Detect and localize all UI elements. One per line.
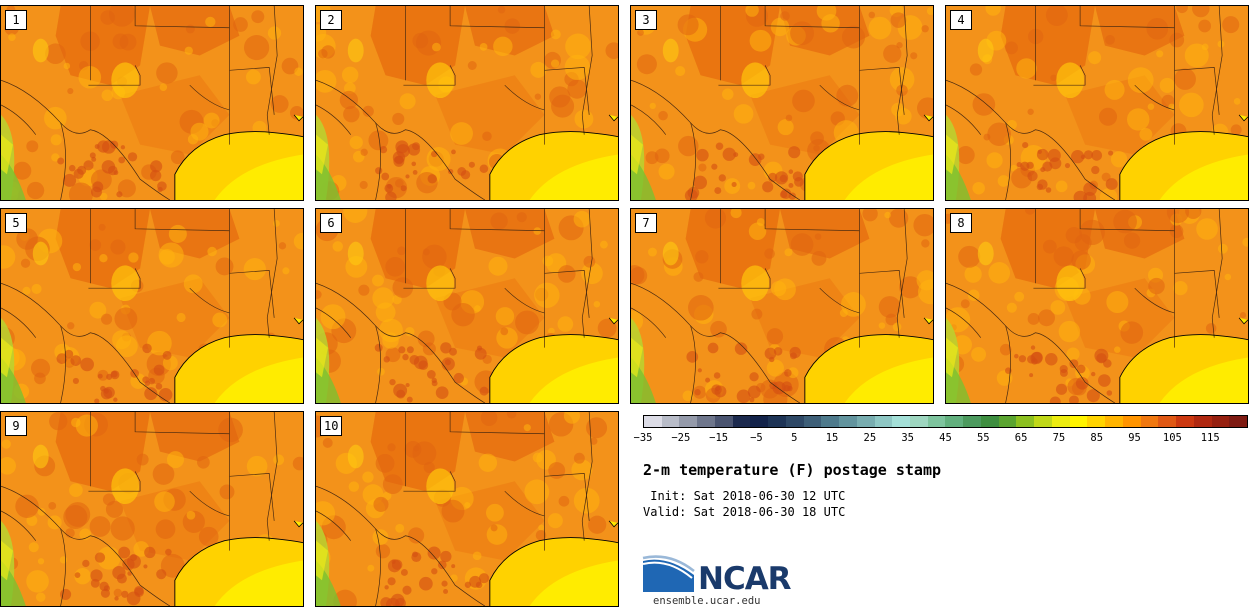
temperature-map (316, 412, 618, 606)
temperature-colorbar (643, 415, 1248, 428)
temperature-map (631, 209, 933, 403)
colorbar-segment (1158, 416, 1177, 427)
colorbar-segment (1122, 416, 1141, 427)
colorbar-segment (1105, 416, 1123, 427)
member-number-label: 3 (635, 10, 657, 30)
colorbar-segment (732, 416, 751, 427)
member-number-label: 5 (5, 213, 27, 233)
colorbar-segment (1034, 416, 1052, 427)
colorbar-segment (679, 416, 698, 427)
colorbar-segment (697, 416, 715, 427)
colorbar-segment (945, 416, 964, 427)
member-number-label: 1 (5, 10, 27, 30)
colorbar-segment (821, 416, 840, 427)
member-number-label: 6 (320, 213, 342, 233)
colorbar-segment (714, 416, 733, 427)
colorbar-segment (644, 416, 662, 427)
temperature-map (316, 6, 618, 200)
colorbar-tick: 45 (939, 432, 952, 444)
member-panel-9[interactable]: 9 (0, 411, 304, 607)
colorbar-segment (1069, 416, 1088, 427)
member-panel-7[interactable]: 7 (630, 208, 934, 404)
colorbar-segment (1176, 416, 1194, 427)
member-number-label: 7 (635, 213, 657, 233)
colorbar-segment (874, 416, 893, 427)
colorbar-tick: 85 (1090, 432, 1104, 444)
colorbar-segment (1193, 416, 1212, 427)
website-link[interactable]: ensemble.ucar.edu (653, 595, 761, 607)
colorbar-segment (1087, 416, 1106, 427)
temperature-map (946, 6, 1248, 200)
colorbar-tick: −25 (671, 432, 691, 444)
temperature-map (1, 209, 303, 403)
colorbar-segment (750, 416, 769, 427)
colorbar-segment (785, 416, 804, 427)
member-number-label: 10 (320, 416, 343, 436)
colorbar-segment (892, 416, 911, 427)
page-title: 2-m temperature (F) postage stamp (643, 461, 942, 479)
temperature-map (316, 209, 618, 403)
colorbar-segment (1140, 416, 1159, 427)
colorbar-tick: 105 (1162, 432, 1182, 444)
colorbar-segment (839, 416, 857, 427)
colorbar-tick: 75 (1052, 432, 1066, 444)
colorbar-segment (1211, 416, 1230, 427)
member-number-label: 9 (5, 416, 27, 436)
colorbar-tick: 65 (1014, 432, 1028, 444)
init-time: Init: Sat 2018-06-30 12 UTC (643, 489, 846, 503)
colorbar-segment (1051, 416, 1070, 427)
member-panel-10[interactable]: 10 (315, 411, 619, 607)
member-number-label: 4 (950, 10, 972, 30)
colorbar-tick: 25 (863, 432, 877, 444)
colorbar-tick: 35 (901, 432, 915, 444)
colorbar-tick-labels: −35 −25 −15 −5 5 15 25 35 45 55 65 75 85 95 105 115 (634, 432, 1248, 446)
colorbar-tick: 95 (1128, 432, 1141, 444)
member-panel-3[interactable]: 3 (630, 5, 934, 201)
colorbar-tick: 15 (825, 432, 839, 444)
temperature-map (1, 412, 303, 606)
colorbar-segment (1016, 416, 1035, 427)
colorbar-tick: 55 (976, 432, 990, 444)
ncar-logo-text: NCAR (698, 561, 792, 597)
temperature-map (631, 6, 933, 200)
colorbar-segment (856, 416, 875, 427)
member-number-label: 2 (320, 10, 342, 30)
colorbar-segment (1229, 416, 1247, 427)
colorbar-segment (998, 416, 1017, 427)
colorbar-segment (927, 416, 946, 427)
colorbar-segment (803, 416, 822, 427)
temperature-map (946, 209, 1248, 403)
ncar-logo-icon (642, 555, 695, 592)
member-panel-5[interactable]: 5 (0, 208, 304, 404)
temperature-map (1, 6, 303, 200)
member-panel-1[interactable]: 1 (0, 5, 304, 201)
colorbar-tick: 115 (1200, 432, 1220, 444)
colorbar-tick: −15 (709, 432, 729, 444)
colorbar-tick: −5 (750, 432, 763, 444)
member-panel-2[interactable]: 2 (315, 5, 619, 201)
member-number-label: 8 (950, 213, 972, 233)
member-panel-8[interactable]: 8 (945, 208, 1249, 404)
colorbar-segment (910, 416, 928, 427)
colorbar-segment (963, 416, 981, 427)
colorbar-tick: 5 (791, 432, 798, 444)
colorbar-segment (661, 416, 680, 427)
valid-time: Valid: Sat 2018-06-30 18 UTC (643, 505, 846, 519)
colorbar-segment (768, 416, 786, 427)
colorbar-tick: −35 (633, 432, 653, 444)
member-panel-4[interactable]: 4 (945, 5, 1249, 201)
colorbar-segment (980, 416, 999, 427)
member-panel-6[interactable]: 6 (315, 208, 619, 404)
